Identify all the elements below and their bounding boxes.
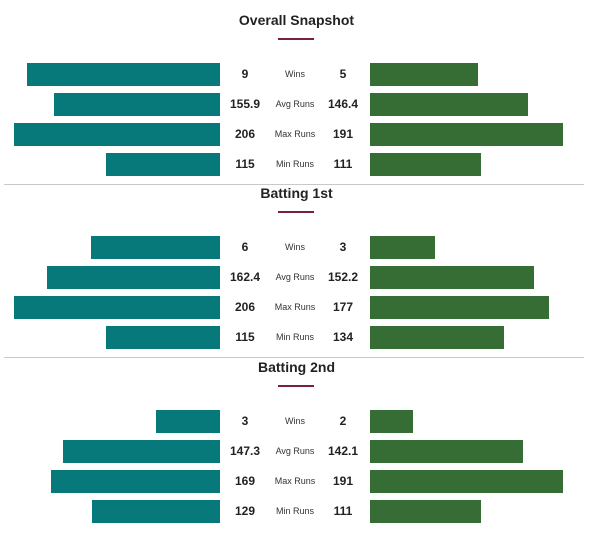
stat-category-label: Min Runs <box>275 332 314 342</box>
stat-category-label: Min Runs <box>275 159 314 169</box>
section-title: Overall Snapshot <box>238 12 355 28</box>
right-value-label: 152.2 <box>327 270 359 284</box>
right-team-bar <box>370 93 528 116</box>
left-value-label: 129 <box>234 504 256 518</box>
stat-category-label: Wins <box>285 416 305 426</box>
left-value-label: 115 <box>235 330 255 344</box>
title-underline <box>278 38 314 40</box>
right-team-bar <box>370 123 563 146</box>
title-underline <box>278 211 314 213</box>
title-underline <box>278 385 314 387</box>
right-value-label: 5 <box>339 67 347 81</box>
left-value-label: 206 <box>234 127 256 141</box>
left-team-bar <box>14 296 220 319</box>
right-value-label: 142.1 <box>327 444 359 458</box>
stat-category-label: Wins <box>285 69 305 79</box>
left-team-bar <box>106 153 220 176</box>
left-team-bar <box>53 93 220 116</box>
right-value-label: 191 <box>332 127 354 141</box>
stat-category-label: Min Runs <box>275 506 314 516</box>
left-team-bar <box>46 266 220 289</box>
left-team-bar <box>91 236 220 259</box>
right-value-label: 111 <box>333 157 353 171</box>
right-value-label: 111 <box>333 504 353 518</box>
right-team-bar <box>370 296 549 319</box>
left-value-label: 9 <box>241 67 249 81</box>
left-team-bar <box>51 470 220 493</box>
left-value-label: 169 <box>234 474 256 488</box>
left-value-label: 206 <box>234 300 256 314</box>
stat-category-label: Avg Runs <box>275 272 315 282</box>
right-team-bar <box>370 470 563 493</box>
right-team-bar <box>370 326 504 349</box>
right-team-bar <box>370 440 523 463</box>
left-team-bar <box>106 326 220 349</box>
right-value-label: 2 <box>339 414 347 428</box>
left-team-bar <box>92 500 220 523</box>
left-value-label: 115 <box>235 157 255 171</box>
left-team-bar <box>62 440 220 463</box>
section-divider <box>4 184 584 185</box>
left-team-bar <box>14 123 220 146</box>
left-value-label: 6 <box>241 240 249 254</box>
right-value-label: 146.4 <box>327 97 359 111</box>
stat-category-label: Max Runs <box>274 302 316 312</box>
left-team-bar <box>27 63 220 86</box>
right-value-label: 191 <box>332 474 354 488</box>
section-title: Batting 2nd <box>258 359 335 375</box>
section-title: Batting 1st <box>260 185 333 201</box>
right-team-bar <box>370 500 481 523</box>
right-team-bar <box>370 236 435 259</box>
stat-category-label: Max Runs <box>274 476 316 486</box>
left-value-label: 162.4 <box>229 270 261 284</box>
right-team-bar <box>370 153 481 176</box>
section-divider <box>4 357 584 358</box>
left-value-label: 147.3 <box>229 444 261 458</box>
right-value-label: 134 <box>332 330 354 344</box>
stat-category-label: Max Runs <box>274 129 316 139</box>
left-team-bar <box>155 410 220 433</box>
left-value-label: 3 <box>241 414 249 428</box>
stat-category-label: Avg Runs <box>275 99 315 109</box>
right-value-label: 3 <box>339 240 347 254</box>
right-team-bar <box>370 410 414 433</box>
left-value-label: 155.9 <box>229 97 261 111</box>
right-team-bar <box>370 63 479 86</box>
right-value-label: 177 <box>332 300 354 314</box>
stat-category-label: Wins <box>285 242 305 252</box>
right-team-bar <box>370 266 534 289</box>
stat-category-label: Avg Runs <box>275 446 315 456</box>
